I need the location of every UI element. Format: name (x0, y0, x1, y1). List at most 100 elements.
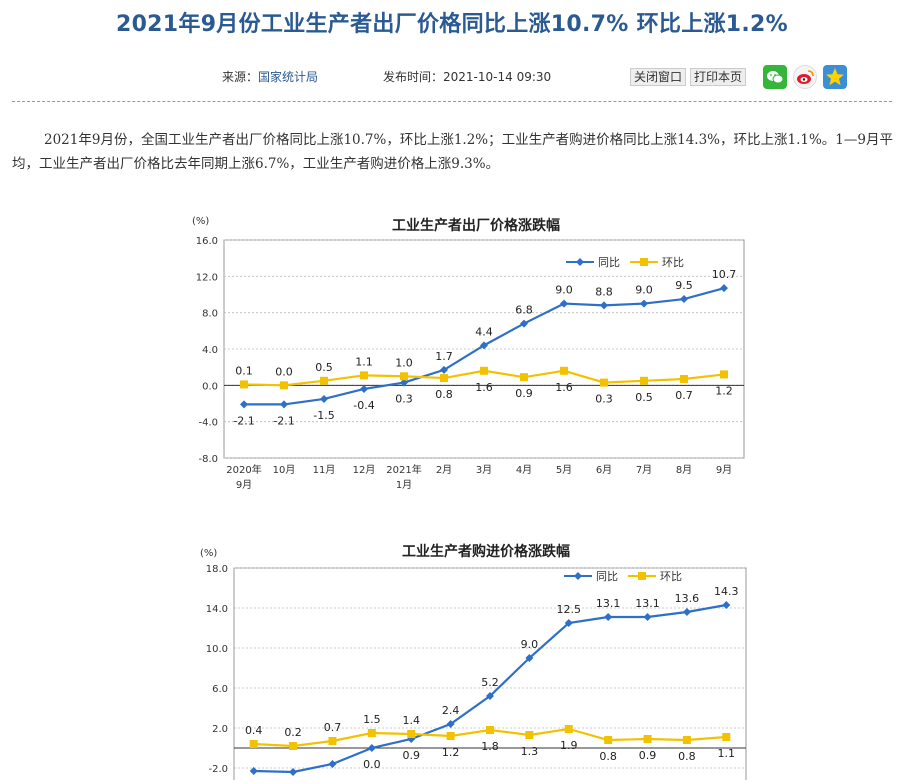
weibo-icon[interactable] (793, 65, 817, 89)
mom-point (249, 740, 258, 748)
data-label: 8.8 (595, 285, 613, 298)
data-label: 1.0 (395, 356, 413, 369)
x-tick-label: 7月 (636, 464, 652, 476)
yoy-point (280, 400, 288, 409)
data-label: 5.2 (481, 676, 499, 689)
mom-point (682, 736, 691, 744)
y-tick-label: -2.0 (208, 764, 228, 775)
data-label: 0.8 (599, 750, 617, 763)
mom-point (360, 371, 368, 380)
mom-point (520, 373, 528, 382)
mom-point (600, 378, 608, 387)
y-tick-label: 0.0 (202, 381, 218, 392)
data-label: 0.9 (639, 749, 657, 762)
data-label: -1.5 (313, 409, 334, 422)
mom-point (640, 376, 648, 385)
mom-point (604, 736, 613, 744)
data-label: 9.0 (635, 284, 653, 297)
data-label: -2.1 (233, 414, 254, 427)
wechat-icon[interactable] (763, 65, 787, 89)
chart-title: 工业生产者购进价格涨跌幅 (402, 543, 570, 560)
yoy-point (240, 400, 248, 409)
y-tick-label: 18.0 (206, 564, 228, 575)
data-label: 14.3 (714, 585, 739, 598)
data-label: 12.5 (557, 603, 582, 616)
x-tick-label: 8月 (676, 464, 692, 476)
mom-point (525, 731, 534, 739)
mom-point (367, 729, 376, 737)
legend-marker-0 (574, 572, 582, 580)
yoy-point (680, 295, 688, 304)
source-link[interactable]: 国家统计局 (258, 70, 319, 84)
data-label: 9.5 (675, 279, 693, 292)
x-tick-label: 3月 (476, 464, 492, 476)
legend-label-0: 同比 (596, 570, 618, 583)
data-label: 4.4 (475, 325, 493, 338)
data-label: 1.1 (355, 355, 373, 368)
data-label: 0.9 (402, 749, 420, 762)
y-tick-label: 4.0 (202, 345, 218, 356)
data-label: -2.1 (273, 414, 294, 427)
mom-point (680, 374, 688, 383)
mom-point (720, 370, 728, 379)
qzone-icon[interactable] (823, 65, 847, 89)
data-label: 6.8 (515, 304, 533, 317)
data-label: 0.8 (678, 750, 696, 763)
x-tick-label: 4月 (516, 464, 532, 476)
y-unit-label: (%) (192, 216, 209, 227)
yoy-point (564, 619, 573, 627)
y-tick-label: -8.0 (198, 454, 218, 465)
page-title: 2021年9月份工业生产者出厂价格同比上涨10.7% 环比上涨1.2% (115, 12, 789, 37)
data-label: 0.2 (284, 726, 302, 739)
mom-point (446, 732, 455, 740)
legend-label-0: 同比 (598, 256, 620, 269)
data-label: 1.9 (560, 739, 578, 752)
mom-point (722, 733, 731, 741)
data-label: 0.1 (235, 364, 253, 377)
x-tick-label: 11月 (313, 464, 336, 476)
chart-title: 工业生产者出厂价格涨跌幅 (392, 217, 560, 234)
mom-point (407, 730, 416, 738)
mom-point (328, 737, 337, 745)
purchase-price-chart: 18.0 14.0 10.0 6.0 2.0 -2.0 工业生产者购进价格涨跌幅 (%) 同比 环… (196, 540, 756, 784)
mom-point (280, 381, 288, 390)
yoy-point (249, 767, 258, 775)
data-label: 9.0 (521, 638, 539, 651)
x-tick-label: 9月 (716, 464, 732, 476)
x-tick-label: 9月 (236, 479, 252, 491)
mom-point (643, 735, 652, 743)
purchase-price-chart-svg: 18.0 14.0 10.0 6.0 2.0 -2.0 工业生产者购进价格涨跌幅 (%) 同比 环… (200, 543, 747, 784)
yoy-point (600, 301, 608, 310)
mom-point (289, 742, 298, 750)
data-label: 0.3 (395, 393, 413, 406)
legend-label-1: 环比 (662, 256, 684, 269)
data-label: 2.4 (442, 704, 460, 717)
close-window-button[interactable]: 关闭窗口 (630, 68, 687, 86)
yoy-point (722, 601, 731, 609)
data-label: 0.0 (363, 758, 381, 771)
yoy-point (604, 613, 613, 621)
source-info: 来源：国家统计局 (222, 68, 318, 85)
mom-point (240, 380, 248, 389)
y-tick-label: 8.0 (202, 309, 218, 320)
yoy-point (400, 378, 408, 387)
y-tick-label: 10.0 (206, 644, 228, 655)
x-tick-label: 2020年 (226, 463, 261, 476)
legend-marker-1 (638, 572, 646, 580)
data-label: 1.5 (363, 713, 381, 726)
data-label: 0.0 (275, 365, 293, 378)
y-tick-label: 12.0 (196, 272, 218, 283)
source-label: 来源： (222, 70, 259, 84)
yoy-point (520, 319, 528, 328)
yoy-point (320, 394, 328, 403)
data-label: 0.5 (635, 391, 653, 404)
data-label: 0.9 (515, 387, 533, 400)
data-label: 1.6 (475, 381, 493, 394)
data-label: 9.0 (555, 284, 573, 297)
mom-point (400, 372, 408, 381)
article-meta: 来源：国家统计局 发布时间：2021-10-14 09:30 关闭窗口 打印本页 (0, 66, 904, 88)
data-label: 13.1 (596, 597, 621, 610)
print-page-button[interactable]: 打印本页 (690, 68, 747, 86)
yoy-point (440, 365, 448, 374)
data-label: 1.2 (442, 746, 460, 759)
